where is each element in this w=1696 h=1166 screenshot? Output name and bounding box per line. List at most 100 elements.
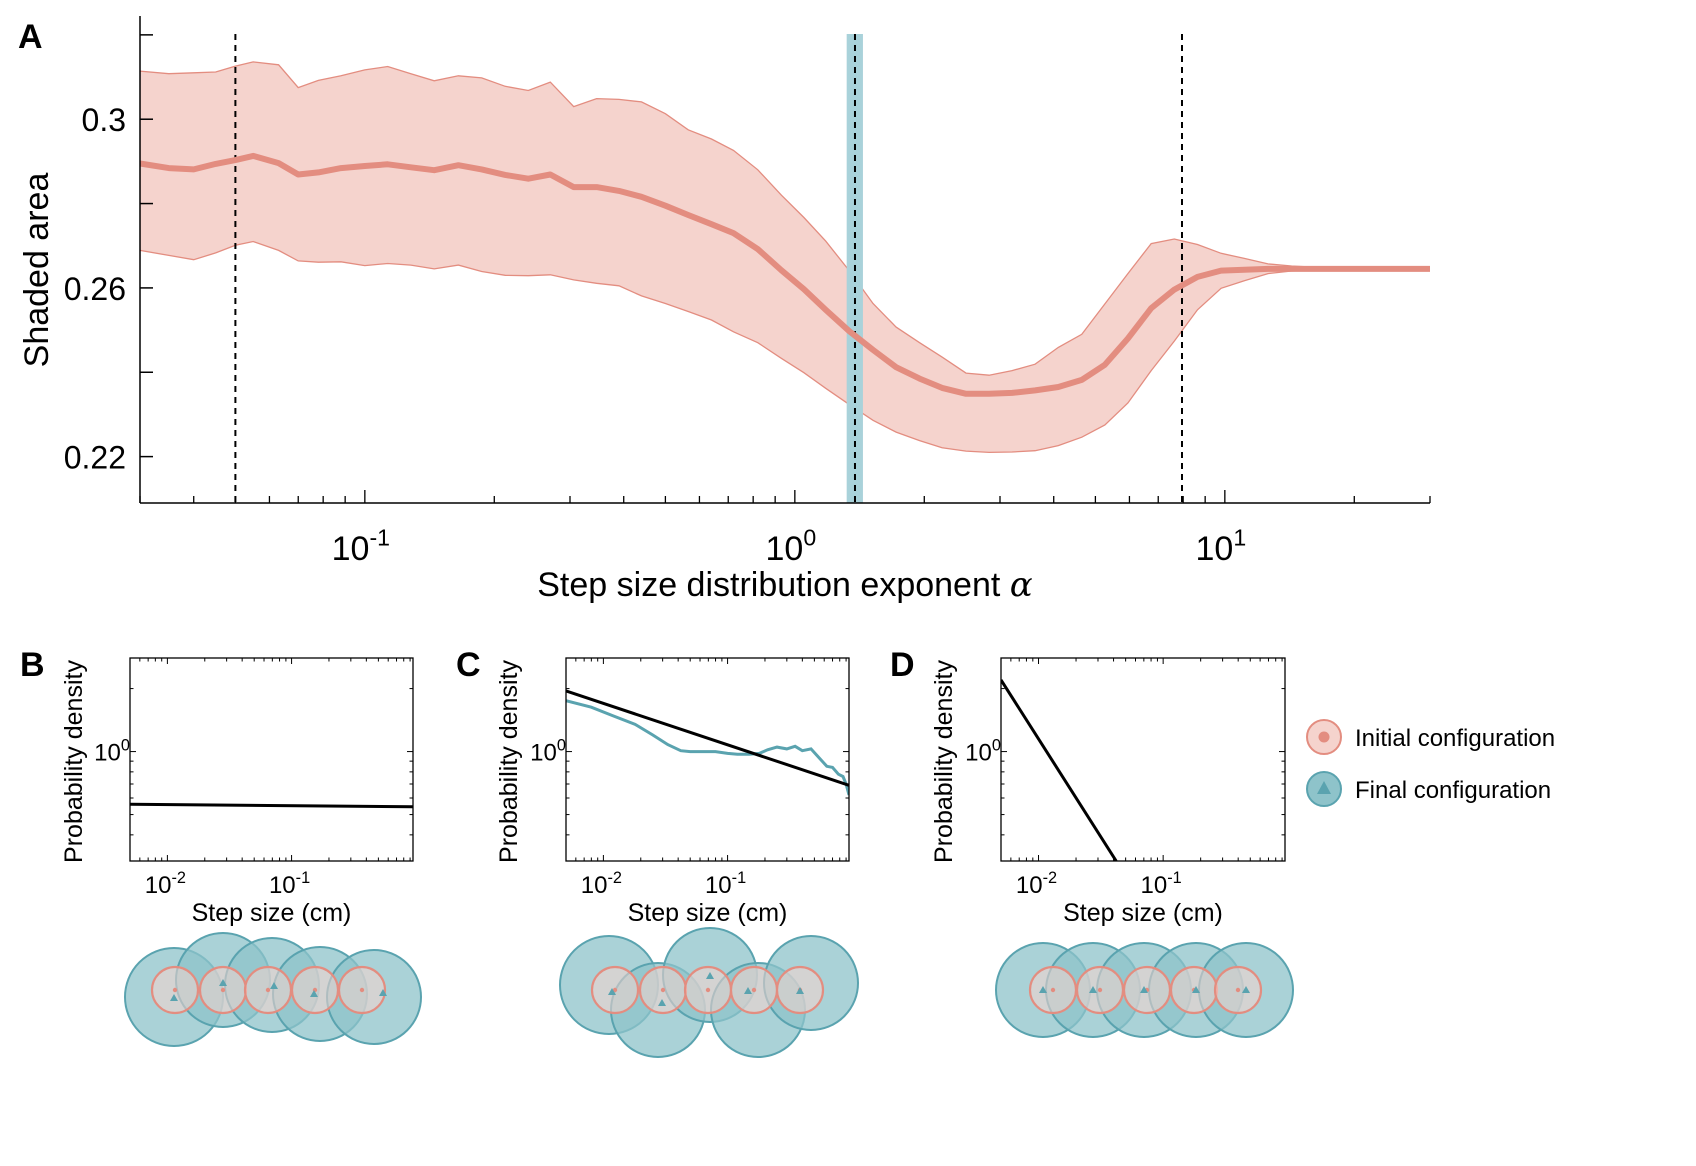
x-tick-label-base: 10	[765, 530, 803, 568]
x-tick-label: 10-2	[581, 869, 622, 899]
axes-a: 0.220.260.310-1 100 101	[64, 16, 1431, 568]
y-tick-label-exponent: 0	[992, 736, 1001, 754]
x-axis-label: Step size (cm)	[192, 899, 352, 927]
dashed-reference-lines	[234, 34, 1183, 503]
x-tick-label-exponent: -1	[369, 525, 390, 551]
x-tick-label-exponent: 1	[1233, 525, 1246, 551]
x-tick-label: 101	[1195, 525, 1246, 568]
x-axis-label-text: Step size distribution exponent	[537, 566, 1010, 604]
final-position-triangle	[219, 979, 227, 986]
legend: Initial configuration Final configuratio…	[1306, 719, 1555, 807]
x-tick-label-base: 10	[145, 872, 172, 899]
plot-area	[1001, 679, 1118, 861]
plot-frame	[565, 657, 850, 862]
x-tick-label: 10-1	[705, 869, 746, 899]
x-tick-label-exponent: -1	[732, 869, 747, 887]
final-position-triangle	[1039, 986, 1047, 993]
y-axis-label: Probability density	[495, 660, 523, 863]
initial-position-dot	[172, 987, 178, 993]
x-tick-label-base: 10	[1141, 872, 1168, 899]
final-position-triangle	[706, 972, 714, 979]
panel-a: A 0.220.260.310-1 100 101 Shaded area Step…	[18, 16, 1431, 605]
mean-line-layer	[139, 152, 1430, 397]
panel-label-d: D	[890, 646, 915, 684]
y-axis-label: Probability density	[60, 660, 88, 863]
initial-position-dot	[660, 987, 666, 993]
x-tick-label: 10-2	[145, 869, 186, 899]
y-tick-label-base: 10	[94, 740, 121, 767]
mean-line	[139, 152, 1430, 397]
y-tick-label-exponent: 0	[121, 736, 130, 754]
y-tick-label-base: 10	[965, 740, 992, 767]
configuration-illustration-b	[124, 932, 422, 1047]
x-tick-label-base: 10	[705, 872, 732, 899]
x-tick-label-base: 10	[1016, 872, 1043, 899]
plot-area	[130, 802, 413, 809]
initial-position-dot	[1235, 987, 1241, 993]
x-tick-label-exponent: -2	[607, 869, 622, 887]
x-tick-label: 10-1	[269, 869, 310, 899]
final-position-triangle	[744, 987, 752, 994]
y-tick-label: 0.22	[64, 440, 126, 476]
confidence-band-layer	[139, 61, 1430, 454]
x-tick-label-base: 10	[332, 530, 370, 568]
y-tick-label: 100	[530, 736, 566, 766]
x-tick-label-exponent: -1	[296, 869, 311, 887]
final-position-triangle	[1089, 986, 1097, 993]
initial-dot-icon	[1318, 731, 1330, 743]
y-tick-label: 100	[965, 736, 1001, 766]
y-tick-label: 100	[94, 736, 130, 766]
initial-position-dot	[1097, 987, 1103, 993]
x-tick-label-exponent: -2	[171, 869, 186, 887]
final-position-triangle	[1242, 986, 1250, 993]
power-law-line	[566, 689, 849, 787]
initial-position-dot	[612, 987, 618, 993]
final-position-triangle	[608, 988, 616, 995]
initial-position-dot	[265, 987, 271, 993]
upper-bound-line	[139, 61, 1430, 376]
lower-bound-line	[139, 240, 1430, 454]
initial-position-dot	[751, 987, 757, 993]
final-position-triangle	[310, 990, 318, 997]
final-position-triangle	[270, 982, 278, 989]
confidence-band	[140, 61, 1430, 453]
x-axis-label: Step size (cm)	[628, 899, 788, 927]
y-tick-label: 0.26	[64, 271, 126, 307]
power-law-line	[130, 802, 413, 809]
final-position-triangle	[658, 999, 666, 1006]
initial-position-dot	[359, 987, 365, 993]
final-position-triangle	[1192, 986, 1200, 993]
final-position-triangle	[170, 994, 178, 1001]
initial-position-dot	[1050, 987, 1056, 993]
x-tick-label-exponent: -1	[1167, 869, 1182, 887]
x-tick-label-base: 10	[581, 872, 608, 899]
alpha-symbol: α	[1010, 565, 1033, 605]
final-triangle-icon	[1317, 781, 1331, 794]
x-tick-label-exponent: -2	[1043, 869, 1058, 887]
y-tick-label-exponent: 0	[557, 736, 566, 754]
plot-area	[566, 689, 849, 796]
configuration-illustration-d	[995, 942, 1294, 1038]
final-position-triangle	[379, 989, 387, 996]
configuration-illustration-c	[559, 927, 859, 1058]
panel-label-b: B	[20, 646, 45, 684]
panel-label-c: C	[456, 646, 481, 684]
panel-label-a: A	[18, 18, 43, 56]
final-position-triangle	[1140, 986, 1148, 993]
y-tick-label-base: 10	[530, 740, 557, 767]
x-axis-label: Step size (cm)	[1063, 899, 1223, 927]
empirical-distribution-line	[566, 699, 849, 796]
x-tick-label-base: 10	[269, 872, 296, 899]
legend-item-initial: Initial configuration	[1306, 719, 1555, 755]
x-tick-label: 10-1	[1141, 869, 1182, 899]
y-axis-label-a: Shaded area	[18, 173, 56, 368]
x-tick-label-base: 10	[1195, 530, 1233, 568]
y-axis-label: Probability density	[930, 660, 958, 863]
x-tick-label: 10-2	[1016, 869, 1057, 899]
x-tick-label-exponent: 0	[803, 525, 816, 551]
initial-position-dot	[220, 987, 226, 993]
final-position-triangle	[796, 987, 804, 994]
